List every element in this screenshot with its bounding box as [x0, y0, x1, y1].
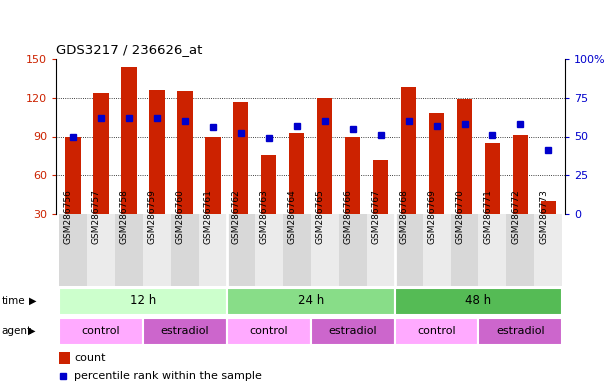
Bar — [395, 288, 562, 314]
Bar — [485, 143, 500, 214]
Bar — [87, 214, 115, 286]
Text: 48 h: 48 h — [466, 295, 491, 308]
Text: GSM286769: GSM286769 — [428, 189, 436, 244]
Bar — [507, 214, 535, 286]
Bar — [478, 214, 507, 286]
Text: GSM286770: GSM286770 — [456, 189, 464, 244]
Bar — [199, 214, 227, 286]
Bar — [478, 318, 562, 344]
Text: agent: agent — [2, 326, 32, 336]
Text: control: control — [249, 326, 288, 336]
Text: GSM286766: GSM286766 — [343, 189, 353, 244]
Bar — [59, 318, 143, 344]
Text: 12 h: 12 h — [130, 295, 156, 308]
Bar — [401, 88, 416, 214]
Bar — [143, 318, 227, 344]
Bar — [59, 214, 87, 286]
Bar — [395, 214, 423, 286]
Text: GSM286756: GSM286756 — [64, 189, 73, 244]
Text: ▶: ▶ — [28, 326, 35, 336]
Text: estradiol: estradiol — [161, 326, 209, 336]
Text: ▶: ▶ — [29, 296, 37, 306]
Bar — [143, 214, 171, 286]
Text: GSM286764: GSM286764 — [288, 190, 297, 244]
Text: estradiol: estradiol — [328, 326, 377, 336]
Text: GSM286762: GSM286762 — [232, 190, 241, 244]
Bar — [317, 98, 332, 214]
Bar — [233, 102, 249, 214]
Text: GSM286767: GSM286767 — [371, 189, 381, 244]
Text: GSM286757: GSM286757 — [92, 189, 101, 244]
Bar — [121, 67, 137, 214]
Bar — [59, 352, 70, 364]
Bar — [450, 214, 478, 286]
Bar — [177, 91, 192, 214]
Bar — [513, 135, 528, 214]
Bar — [289, 132, 304, 214]
Bar — [115, 214, 143, 286]
Text: GSM286761: GSM286761 — [204, 189, 213, 244]
Text: percentile rank within the sample: percentile rank within the sample — [74, 371, 262, 381]
Bar — [227, 318, 310, 344]
Text: 24 h: 24 h — [298, 295, 324, 308]
Bar — [345, 136, 360, 214]
Bar — [59, 288, 227, 314]
Bar — [171, 214, 199, 286]
Bar — [255, 214, 283, 286]
Text: GSM286760: GSM286760 — [176, 189, 185, 244]
Text: GSM286765: GSM286765 — [316, 189, 324, 244]
Bar — [227, 214, 255, 286]
Bar — [283, 214, 310, 286]
Bar — [227, 288, 395, 314]
Bar — [261, 155, 276, 214]
Text: GSM286763: GSM286763 — [260, 189, 269, 244]
Bar — [367, 214, 395, 286]
Text: GSM286771: GSM286771 — [483, 189, 492, 244]
Bar — [310, 318, 395, 344]
Text: GSM286773: GSM286773 — [540, 189, 549, 244]
Bar — [338, 214, 367, 286]
Text: estradiol: estradiol — [496, 326, 545, 336]
Text: GSM286768: GSM286768 — [400, 189, 409, 244]
Bar — [535, 214, 562, 286]
Text: control: control — [82, 326, 120, 336]
Bar — [149, 90, 164, 214]
Bar — [429, 113, 444, 214]
Bar — [373, 160, 389, 214]
Text: GSM286772: GSM286772 — [511, 190, 521, 244]
Bar — [423, 214, 450, 286]
Bar — [541, 201, 556, 214]
Bar — [65, 136, 81, 214]
Text: control: control — [417, 326, 456, 336]
Bar — [457, 99, 472, 214]
Text: time: time — [2, 296, 26, 306]
Text: count: count — [74, 353, 106, 363]
Text: GSM286758: GSM286758 — [120, 189, 129, 244]
Bar — [205, 136, 221, 214]
Text: GSM286759: GSM286759 — [148, 189, 157, 244]
Bar — [395, 318, 478, 344]
Bar — [93, 93, 109, 214]
Text: GDS3217 / 236626_at: GDS3217 / 236626_at — [56, 43, 203, 56]
Bar — [310, 214, 338, 286]
